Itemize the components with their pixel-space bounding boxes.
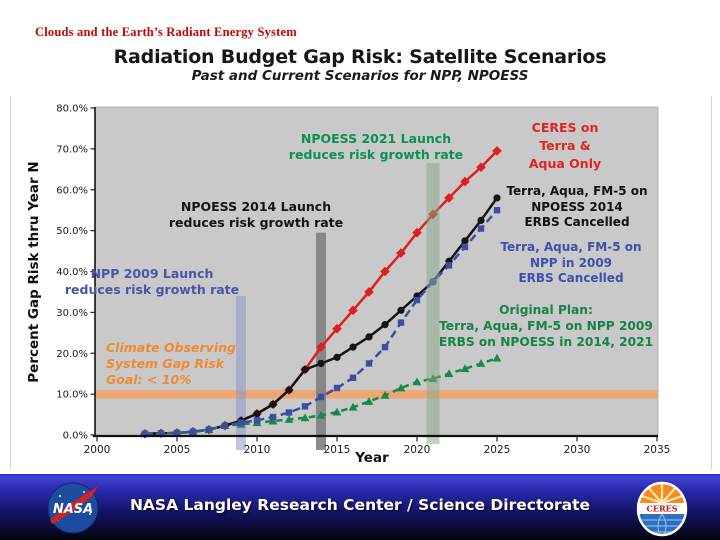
marker-triangle [460,364,470,373]
marker-square [301,403,309,410]
marker-square [317,393,325,401]
marker-square [493,206,501,214]
marker-square [237,419,245,426]
marker-square [397,319,405,326]
marker-circle [253,410,261,418]
marker-square [461,243,469,251]
marker-square [477,225,485,232]
marker-square [445,262,453,269]
marker-circle [477,216,485,225]
ceres-logo: CERES [636,481,688,537]
marker-square [205,426,213,433]
annotation-gap-risk-goal: Climate Observing System Gap Risk Goal: … [106,340,236,387]
marker-circle [397,306,405,314]
gap-risk-chart: 0.0% 10.0% 20.0% 30.0% 40.0% 50.0% 60.0% 70.0% 8… [56,104,671,457]
marker-circle [269,400,277,408]
x-tick-label: 2000 [84,444,111,456]
annotation-npp-2009-launch: NPP 2009 Launch reduces risk growth rate [64,266,240,298]
marker-circle [365,333,373,341]
x-tick-label: 2010 [244,444,271,456]
marker-triangle [412,377,422,386]
marker-triangle [444,369,454,378]
marker-square [381,343,389,351]
plot-area [94,106,659,437]
footer-title: NASA Langley Research Center / Science D… [129,496,591,514]
y-tick-label: 60.0% [56,185,88,196]
marker-diamond [444,193,454,203]
marker-square [141,430,149,437]
chart-frame [10,96,712,470]
marker-square [269,413,277,421]
marker-triangle [396,383,406,392]
marker-square [253,417,261,424]
event-bar-npoess-2021-launch [426,163,440,444]
annotation-npoess-2014-launch: NPOESS 2014 Launch reduces risk growth r… [168,199,344,231]
y-tick-label: 70.0% [56,144,88,155]
marker-circle [285,386,293,394]
marker-circle [333,353,341,361]
y-tick-label: 0.0% [63,431,88,442]
marker-triangle [476,359,486,367]
x-tick-label: 2035 [644,444,671,456]
y-tick-label: 30.0% [56,308,88,319]
marker-square [285,409,293,416]
footer-bar: NASA NASA Langley Research Center / Scie… [0,474,720,540]
y-tick-label: 40.0% [56,267,88,278]
marker-square [221,422,229,429]
x-tick-label: 2015 [324,444,351,456]
annotation-terra-aqua-fm5-npp-2009: Terra, Aqua, FM-5 on NPP in 2009 ERBS Ca… [500,240,642,286]
marker-triangle [348,402,358,411]
marker-circle [349,343,357,351]
marker-triangle [492,353,502,362]
annotation-original-plan: Original Plan: Terra, Aqua, FM-5 on NPP … [438,303,654,349]
event-bar-npoess-2014-launch [316,232,326,450]
x-tick-label: 2025 [484,444,511,456]
marker-triangle [268,416,278,425]
marker-circle [461,237,469,245]
marker-circle [381,321,389,329]
marker-triangle [364,397,374,405]
nasa-logo: NASA [47,482,99,534]
marker-square [189,428,197,435]
marker-square [173,429,181,437]
y-tick-label: 80.0% [56,104,88,115]
y-tick-label: 10.0% [56,390,88,401]
annotation-terra-aqua-fm5-npoess-2014: Terra, Aqua, FM-5 on NPOESS 2014 ERBS Ca… [506,184,648,230]
goal-band [95,390,658,399]
x-axis-title: Year [355,450,389,466]
marker-circle [301,366,309,374]
x-tick-label: 2005 [164,444,191,456]
marker-square [365,360,373,367]
marker-square [157,430,165,437]
marker-square [413,296,421,304]
marker-triangle [332,407,342,416]
y-tick-label: 20.0% [56,349,88,360]
marker-triangle [300,413,310,422]
marker-circle [493,194,501,202]
marker-triangle [284,415,294,423]
marker-triangle [380,390,390,399]
page-title: Radiation Budget Gap Risk: Satellite Sce… [113,46,607,68]
marker-square [349,374,357,381]
y-axis-title: Percent Gap Risk thru Year N [26,161,42,383]
marker-circle [317,359,325,368]
annotation-npoess-2021-launch: NPOESS 2021 Launch reduces risk growth r… [288,131,464,163]
event-bar-npp-2009-launch [236,296,246,450]
annotation-ceres-terra-aqua-only: CERES on Terra & Aqua Only [528,120,602,172]
x-tick-label: 2030 [564,444,591,456]
marker-square [333,384,341,392]
program-name: Clouds and the Earth’s Radiant Energy Sy… [35,25,297,39]
marker-diamond [476,162,486,173]
y-tick-label: 50.0% [56,226,88,237]
x-tick-label: 2020 [404,444,431,456]
ceres-logo-text: CERES [647,504,678,514]
page-subtitle: Past and Current Scenarios for NPP, NPOE… [191,68,529,84]
nasa-logo-text: NASA [53,502,93,517]
marker-triangle [316,410,326,419]
